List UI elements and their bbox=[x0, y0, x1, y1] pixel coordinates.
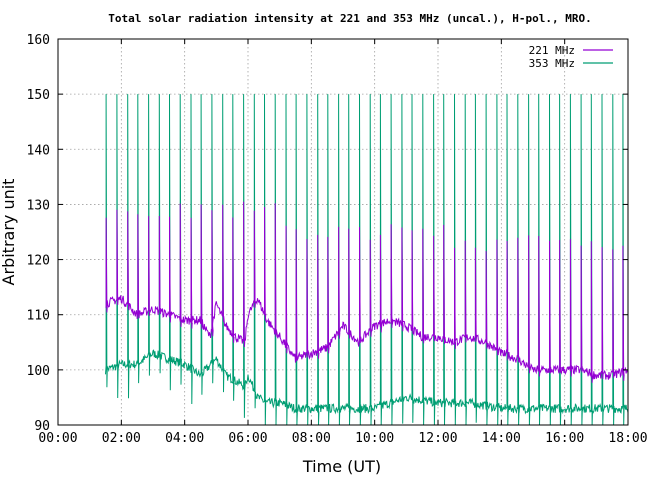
grid-lines bbox=[58, 39, 628, 425]
y-tick-label: 150 bbox=[27, 88, 50, 103]
x-tick-label: 00:00 bbox=[38, 431, 77, 446]
x-tick-label: 08:00 bbox=[292, 431, 331, 446]
y-tick-label: 110 bbox=[27, 309, 50, 324]
x-tick-label: 18:00 bbox=[608, 431, 647, 446]
legend-label-353: 353 MHz bbox=[529, 57, 575, 70]
x-tick-label: 10:00 bbox=[355, 431, 394, 446]
x-tick-label: 12:00 bbox=[418, 431, 457, 446]
series-group bbox=[105, 94, 629, 426]
x-tick-label: 06:00 bbox=[228, 431, 267, 446]
y-tick-label: 140 bbox=[27, 143, 50, 158]
axis-ticks: 00:00 02:00 04:00 06:00 08:00 10:00 12:00 14:00… bbox=[27, 33, 648, 446]
x-tick-label: 14:00 bbox=[482, 431, 521, 446]
chart-title: Total solar radiation intensity at 221 a… bbox=[108, 12, 591, 25]
y-tick-label: 100 bbox=[27, 364, 50, 379]
series-line-221-mhz bbox=[105, 201, 629, 383]
y-tick-label: 120 bbox=[27, 254, 50, 269]
y-tick-label: 160 bbox=[27, 33, 50, 48]
series-line-353-mhz bbox=[105, 94, 629, 426]
x-axis-label: Time (UT) bbox=[302, 457, 381, 476]
legend-label-221: 221 MHz bbox=[529, 44, 575, 57]
x-tick-label: 02:00 bbox=[102, 431, 141, 446]
y-axis-label: Arbitrary unit bbox=[0, 179, 18, 286]
y-tick-label: 90 bbox=[34, 419, 50, 434]
plot-frame bbox=[57, 38, 629, 426]
y-tick-label: 130 bbox=[27, 198, 50, 213]
x-tick-label: 04:00 bbox=[165, 431, 204, 446]
x-tick-label: 16:00 bbox=[545, 431, 584, 446]
legend: 221 MHz 353 MHz bbox=[529, 44, 613, 70]
